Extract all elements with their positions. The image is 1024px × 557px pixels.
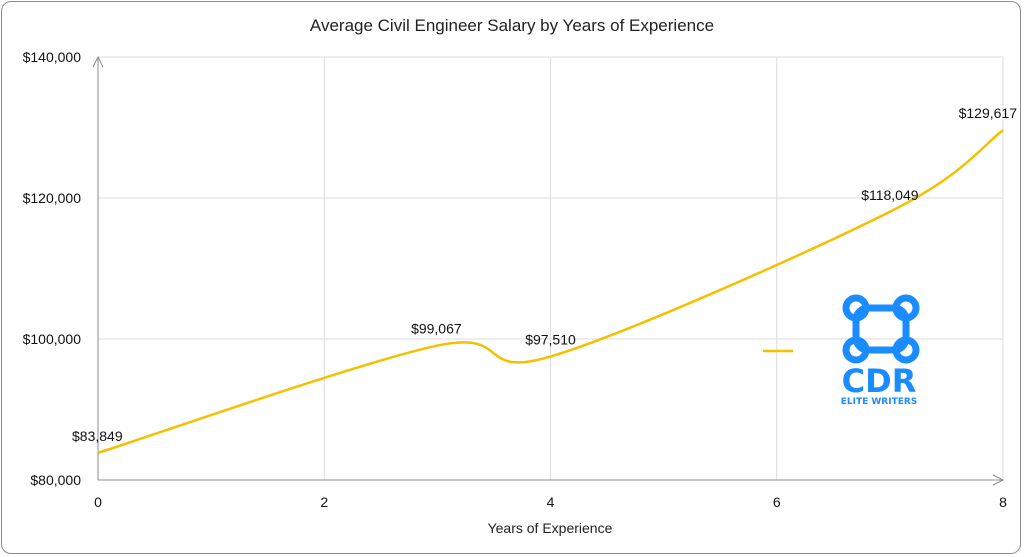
data-label: $97,510 bbox=[525, 332, 576, 348]
data-label: $118,049 bbox=[861, 187, 919, 203]
data-label: $99,067 bbox=[411, 321, 462, 337]
x-tick-label: 0 bbox=[94, 494, 102, 510]
watermark: CDR ELITE WRITERS bbox=[841, 294, 920, 407]
y-tick-label: $100,000 bbox=[23, 331, 82, 347]
x-tick-label: 6 bbox=[773, 494, 781, 510]
watermark-subtext: ELITE WRITERS bbox=[841, 397, 918, 407]
x-tick-labels: 0 2 4 6 8 bbox=[94, 494, 1007, 510]
data-label: $83,849 bbox=[72, 428, 123, 444]
watermark-text: CDR bbox=[842, 362, 917, 400]
y-tick-label: $80,000 bbox=[30, 472, 81, 488]
x-axis-label: Years of Experience bbox=[488, 520, 613, 536]
gridlines bbox=[98, 56, 1004, 480]
series-group bbox=[97, 129, 1004, 455]
y-axis-arrow bbox=[92, 55, 104, 68]
x-tick-label: 2 bbox=[320, 494, 328, 510]
x-tick-label: 8 bbox=[999, 494, 1007, 510]
chart-title: Average Civil Engineer Salary by Years o… bbox=[310, 16, 714, 35]
y-tick-label: $120,000 bbox=[23, 190, 82, 206]
x-axis-arrow bbox=[992, 474, 1005, 486]
series-line bbox=[97, 129, 1004, 455]
command-key-icon bbox=[842, 294, 920, 364]
axes bbox=[92, 55, 1005, 486]
data-label: $129,617 bbox=[959, 105, 1018, 121]
x-tick-label: 4 bbox=[547, 494, 555, 510]
y-tick-label: $140,000 bbox=[23, 49, 82, 65]
y-tick-labels: $80,000 $100,000 $120,000 $140,000 bbox=[23, 49, 82, 488]
data-labels: $83,849 $99,067 $97,510 $118,049 $129,617 bbox=[72, 105, 1017, 444]
